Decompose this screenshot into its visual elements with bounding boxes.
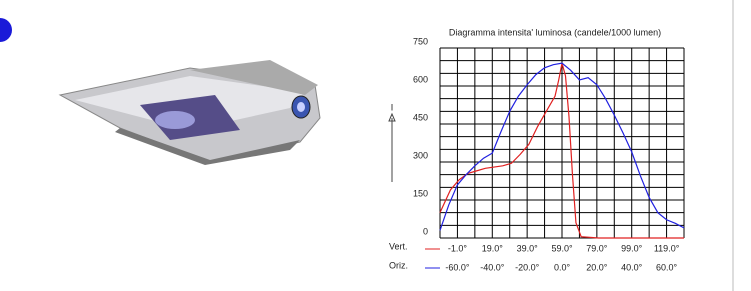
y-tick-label: 750: [413, 36, 428, 46]
y-tick-label: 300: [413, 150, 428, 160]
luminaire-image: [60, 60, 320, 165]
x-tick-label: 79.0°: [586, 243, 608, 253]
legend-label: Vert.: [389, 241, 408, 251]
y-tick-label: 150: [413, 188, 428, 198]
page: Diagramma intensita' luminosa (candele/1…: [0, 0, 751, 291]
y-tick-label: 600: [413, 74, 428, 84]
y-axis-label: I: [391, 102, 394, 112]
blue-dot: [0, 18, 12, 42]
x-tick-label: -1.0°: [448, 243, 468, 253]
x-tick-label: 39.0°: [517, 243, 539, 253]
x2-tick-label: 40.0°: [621, 262, 643, 272]
x2-tick-label: -20.0°: [515, 262, 540, 272]
x2-tick-label: -60.0°: [445, 262, 470, 272]
x-tick-label: 19.0°: [482, 243, 504, 253]
x2-tick-label: 0.0°: [554, 262, 571, 272]
x-tick-label: 119.0°: [654, 243, 680, 253]
y-tick-label: 450: [413, 112, 428, 122]
x2-tick-label: -40.0°: [480, 262, 505, 272]
x2-tick-label: 60.0°: [656, 262, 678, 272]
chart-title: Diagramma intensita' luminosa (candele/1…: [449, 27, 661, 37]
x2-tick-label: 20.0°: [586, 262, 608, 272]
y-tick-label: 0: [423, 226, 428, 236]
legend-label: Oriz.: [389, 260, 408, 270]
x-tick-label: 59.0°: [551, 243, 573, 253]
x-tick-label: 99.0°: [621, 243, 643, 253]
